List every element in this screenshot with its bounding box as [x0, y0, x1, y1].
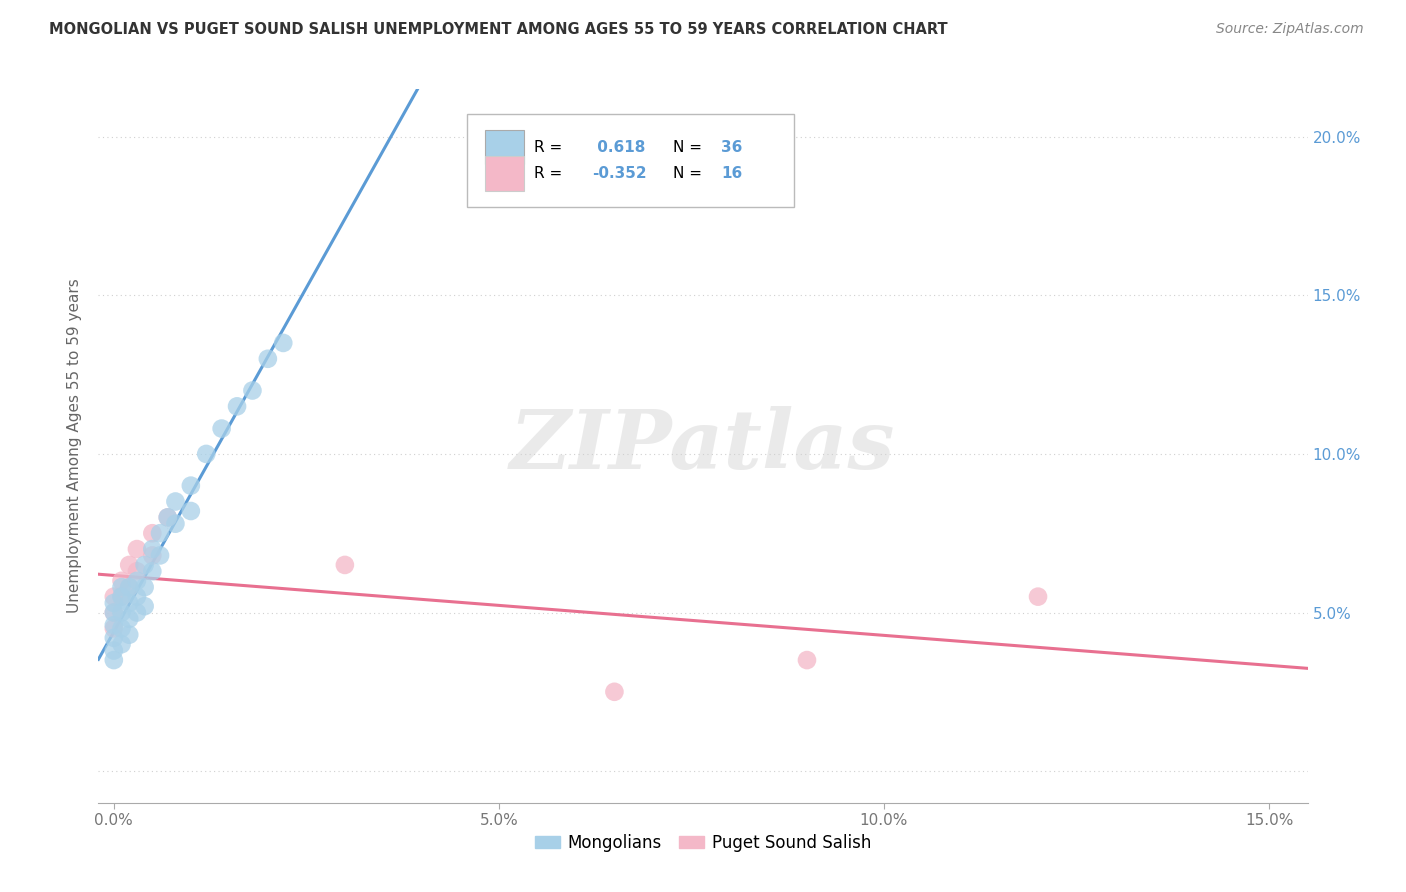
Point — [134, 599, 156, 614]
Point — [141, 549, 163, 563]
Point — [180, 504, 202, 518]
Point — [141, 526, 163, 541]
Point — [1026, 590, 1049, 604]
Text: N =: N = — [672, 139, 707, 154]
FancyBboxPatch shape — [467, 114, 793, 207]
Point — [125, 590, 148, 604]
Point — [141, 564, 163, 578]
Point — [165, 494, 187, 508]
Point — [110, 574, 132, 588]
Point — [118, 612, 141, 626]
Point — [118, 596, 141, 610]
Point — [118, 580, 141, 594]
Point — [125, 542, 148, 557]
Point — [141, 542, 163, 557]
Point — [103, 618, 125, 632]
Point — [149, 549, 172, 563]
Point — [134, 558, 156, 572]
Point — [103, 606, 125, 620]
Point — [125, 574, 148, 588]
Point — [333, 558, 356, 572]
Point — [103, 631, 125, 645]
Point — [226, 400, 249, 414]
Y-axis label: Unemployment Among Ages 55 to 59 years: Unemployment Among Ages 55 to 59 years — [67, 278, 83, 614]
Point — [103, 596, 125, 610]
Text: 16: 16 — [721, 166, 742, 181]
Point — [125, 606, 148, 620]
Point — [195, 447, 218, 461]
Point — [118, 580, 141, 594]
Point — [110, 621, 132, 635]
Point — [149, 526, 172, 541]
Point — [110, 590, 132, 604]
Point — [156, 510, 179, 524]
Legend: Mongolians, Puget Sound Salish: Mongolians, Puget Sound Salish — [527, 828, 879, 859]
Point — [180, 478, 202, 492]
Point — [103, 590, 125, 604]
Point — [110, 590, 132, 604]
Point — [211, 421, 233, 435]
Point — [103, 653, 125, 667]
Point — [110, 637, 132, 651]
Text: R =: R = — [534, 166, 567, 181]
Text: Source: ZipAtlas.com: Source: ZipAtlas.com — [1216, 22, 1364, 37]
Point — [103, 606, 125, 620]
Point — [110, 580, 132, 594]
Point — [242, 384, 264, 398]
Bar — [485, 130, 524, 164]
Point — [134, 580, 156, 594]
Point — [125, 564, 148, 578]
Point — [257, 351, 280, 366]
Text: N =: N = — [672, 166, 707, 181]
Point — [603, 685, 626, 699]
Text: 36: 36 — [721, 139, 742, 154]
Text: R =: R = — [534, 139, 567, 154]
Point — [103, 621, 125, 635]
Point — [271, 335, 294, 350]
Point — [165, 516, 187, 531]
Point — [118, 628, 141, 642]
Text: ZIPatlas: ZIPatlas — [510, 406, 896, 486]
Text: -0.352: -0.352 — [592, 166, 647, 181]
Point — [796, 653, 818, 667]
Point — [118, 558, 141, 572]
Point — [156, 510, 179, 524]
Text: 0.618: 0.618 — [592, 139, 645, 154]
Bar — [485, 156, 524, 191]
Point — [110, 606, 132, 620]
Point — [103, 643, 125, 657]
Text: MONGOLIAN VS PUGET SOUND SALISH UNEMPLOYMENT AMONG AGES 55 TO 59 YEARS CORRELATI: MONGOLIAN VS PUGET SOUND SALISH UNEMPLOY… — [49, 22, 948, 37]
